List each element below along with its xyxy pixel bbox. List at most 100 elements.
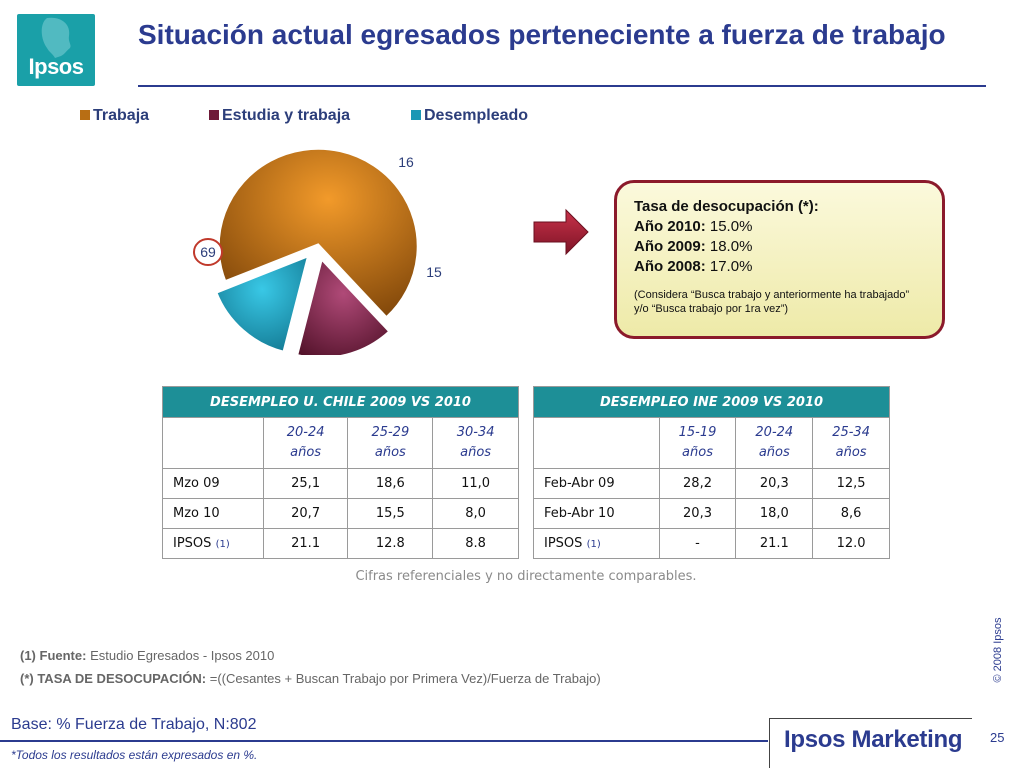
table-caption: DESEMPLEO INE 2009 VS 2010: [533, 386, 890, 418]
callout-year-label: Año 2009:: [634, 238, 706, 255]
legend-item-trabaja: Trabaja: [80, 107, 149, 125]
table-cell: -: [658, 528, 737, 559]
table-header-empty: [162, 417, 264, 469]
age-range: 30-34: [456, 425, 495, 440]
legend-swatch-desempleado: [411, 110, 421, 120]
table-cell: 28,2: [658, 468, 737, 499]
age-unit: años: [374, 445, 406, 460]
table-caption: DESEMPLEO U. CHILE 2009 VS 2010: [162, 386, 519, 418]
brand-name: Ipsos Marketing: [784, 726, 963, 753]
callout-title: Tasa de desocupación (*):: [634, 198, 819, 215]
table-cell: 21.1: [262, 528, 349, 559]
head-silhouette-icon: [41, 17, 71, 59]
source-footnote: (1) Fuente: Estudio Egresados - Ipsos 20…: [20, 648, 274, 663]
table-row: Mzo 10 20,7 15,5 8,0: [162, 498, 519, 529]
age-range: 25-34: [832, 425, 870, 440]
pie-label-highlight: [193, 238, 223, 266]
table-cell: 8.8: [432, 528, 519, 559]
table-header-cell: 15-19 años: [658, 417, 737, 469]
formula-footnote: (*) TASA DE DESOCUPACIÓN: =((Cesantes + …: [20, 671, 601, 686]
table-cell: 12.8: [347, 528, 434, 559]
age-unit: años: [682, 445, 713, 460]
formula-label: (*) TASA DE DESOCUPACIÓN:: [20, 671, 207, 686]
table-header-cell: 20-24 años: [735, 417, 814, 469]
table-uchile: DESEMPLEO U. CHILE 2009 VS 2010 20-24 año…: [162, 386, 519, 559]
table-row: IPSOS (1) 21.1 12.8 8.8: [162, 528, 519, 559]
base-note: Base: % Fuerza de Trabajo, N:802: [11, 716, 257, 733]
page-number: 25: [990, 730, 1005, 745]
unemployment-rate-callout: Tasa de desocupación (*): Año 2010: 15.0…: [614, 180, 945, 339]
row-label-text: Mzo 09: [173, 476, 220, 491]
table-row: Mzo 09 25,1 18,6 11,0: [162, 468, 519, 499]
row-label-suffix: (1): [586, 539, 601, 550]
table-cell: 18,0: [735, 498, 814, 529]
legend-item-estudia-y-trabaja: Estudia y trabaja: [209, 107, 350, 125]
legend-swatch-trabaja: [80, 110, 90, 120]
callout-note: (Considera “Busca trabajo y anteriorment…: [634, 289, 910, 315]
source-text: Estudio Egresados - Ipsos 2010: [90, 648, 275, 663]
pie-data-label: 16: [398, 154, 414, 170]
row-label-text: Feb-Abr 10: [544, 506, 615, 521]
row-label-text: Mzo 10: [173, 506, 220, 521]
table-cell: 11,0: [432, 468, 519, 499]
brand-divider-horizontal: [769, 718, 972, 719]
table-cell: 21.1: [735, 528, 814, 559]
row-label: Mzo 09: [162, 468, 264, 499]
table-row: Feb-Abr 09 28,2 20,3 12,5: [533, 468, 890, 499]
age-range: 20-24: [755, 425, 794, 440]
table-row: Feb-Abr 10 20,3 18,0 8,6: [533, 498, 890, 529]
age-range: 20-24: [286, 425, 325, 440]
age-unit: años: [290, 445, 322, 460]
callout-year-label: Año 2008:: [634, 258, 706, 275]
table-header-empty: [533, 417, 660, 469]
table-cell: 8,6: [812, 498, 890, 529]
row-label-text: Feb-Abr 09: [544, 476, 615, 491]
age-range: 15-19: [678, 425, 717, 440]
table-row: IPSOS (1) - 21.1 12.0: [533, 528, 890, 559]
row-label-text: IPSOS: [544, 536, 583, 551]
legend-item-desempleado: Desempleado: [411, 107, 528, 125]
row-label: IPSOS (1): [533, 528, 660, 559]
page-title: Situación actual egresados perteneciente…: [138, 19, 946, 50]
formula-text: =((Cesantes + Buscan Trabajo por Primera…: [209, 671, 601, 686]
callout-line-2010: Año 2010: 15.0%: [634, 217, 924, 237]
row-label-suffix: (1): [215, 539, 230, 550]
table-cell: 18,6: [347, 468, 434, 499]
row-label-text: IPSOS: [173, 536, 212, 551]
callout-year-value: 18.0%: [709, 238, 753, 255]
row-label: Feb-Abr 09: [533, 468, 660, 499]
callout-line-2009: Año 2009: 18.0%: [634, 237, 924, 257]
callout-year-label: Año 2010:: [634, 218, 706, 235]
age-unit: años: [835, 445, 867, 460]
row-label: Feb-Abr 10: [533, 498, 660, 529]
table-cell: 20,3: [658, 498, 737, 529]
table-cell: 20,3: [735, 468, 814, 499]
logo-text: Ipsos: [28, 54, 84, 79]
callout-year-value: 17.0%: [709, 258, 753, 275]
pie-slice-desempleado: [213, 253, 311, 355]
legend-label-desempleado: Desempleado: [424, 107, 529, 124]
pie-slice-trabaja: [216, 146, 420, 321]
table-ine: DESEMPLEO INE 2009 VS 2010 15-19 años 20-…: [533, 386, 890, 559]
table-cell: 15,5: [347, 498, 434, 529]
pie-slices: [213, 146, 420, 355]
table-header-cell: 20-24 años: [262, 417, 349, 469]
callout-year-value: 15.0%: [709, 218, 753, 235]
age-unit: años: [758, 445, 790, 460]
table-cell: 8,0: [432, 498, 519, 529]
table-header-cell: 25-34 años: [812, 417, 890, 469]
table-cell: 20,7: [262, 498, 349, 529]
copyright-text: © 2008 Ipsos: [992, 617, 1004, 683]
brand-divider-vertical: [769, 718, 770, 768]
table-header-cell: 30-34 años: [432, 417, 519, 469]
legend-label-estudia-y-trabaja: Estudia y trabaja: [222, 107, 351, 124]
right-arrow-icon: [533, 208, 589, 256]
table-cell: 12,5: [812, 468, 890, 499]
pie-slice-estudia-y-trabaja: [295, 255, 393, 355]
table-header-cell: 25-29 años: [347, 417, 434, 469]
results-note: *Todos los resultados están expresados e…: [11, 748, 258, 762]
copyright: © 2008 Ipsos: [978, 610, 1018, 690]
pie-chart: 69 16 15: [193, 146, 442, 355]
age-range: 25-29: [371, 425, 410, 440]
ipsos-logo: Ipsos: [17, 14, 95, 86]
